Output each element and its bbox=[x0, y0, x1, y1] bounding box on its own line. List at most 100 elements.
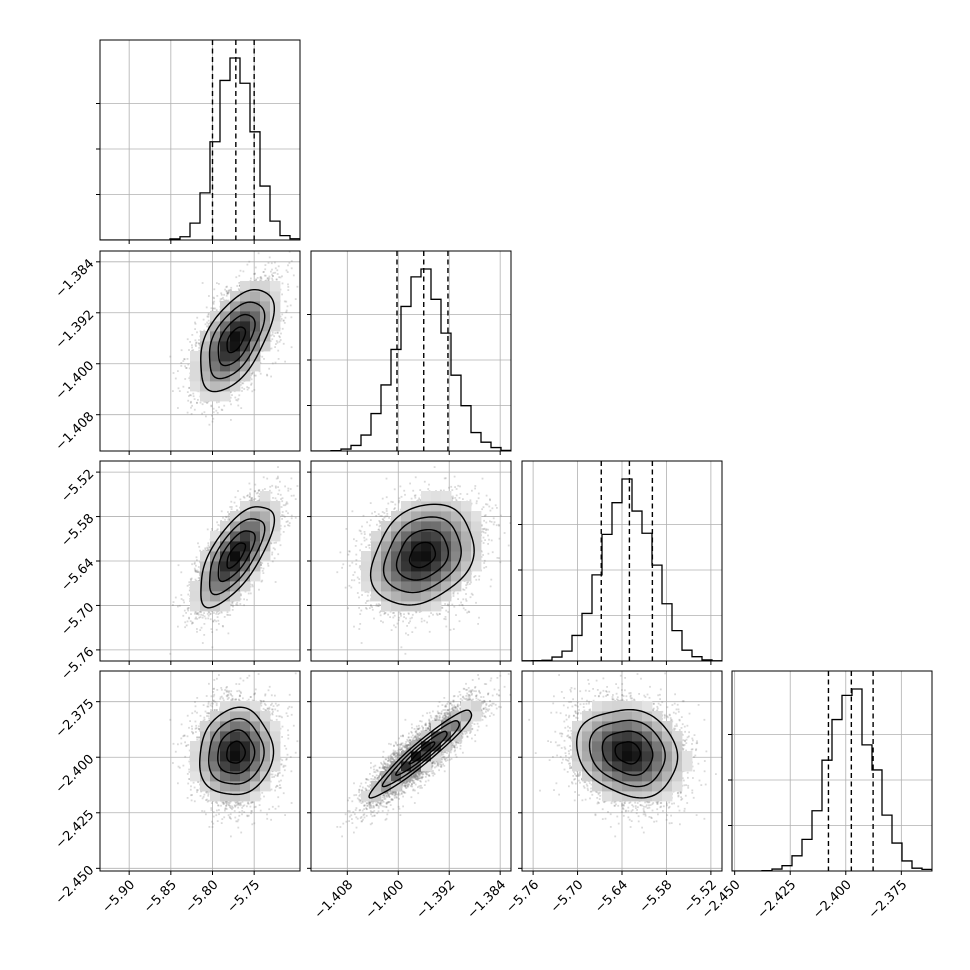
sample-point bbox=[213, 297, 215, 300]
sample-point bbox=[255, 278, 257, 281]
sample-point bbox=[271, 333, 274, 336]
sample-point bbox=[213, 288, 216, 291]
sample-point bbox=[242, 382, 245, 385]
sample-point bbox=[281, 275, 283, 278]
sample-point bbox=[285, 309, 288, 312]
sample-point bbox=[270, 270, 272, 273]
sample-point bbox=[270, 334, 272, 337]
sample-point bbox=[275, 343, 277, 345]
sample-point bbox=[207, 312, 210, 315]
sample-point bbox=[191, 334, 194, 336]
sample-point bbox=[186, 391, 189, 393]
sample-point bbox=[189, 341, 191, 343]
sample-point bbox=[203, 411, 206, 414]
sample-point bbox=[249, 280, 252, 282]
sample-point bbox=[247, 387, 250, 389]
sample-point bbox=[209, 329, 211, 332]
sample-point bbox=[206, 321, 208, 324]
sample-point bbox=[276, 341, 279, 344]
sample-point bbox=[237, 404, 240, 407]
sample-point bbox=[283, 300, 286, 303]
sample-point bbox=[279, 288, 282, 291]
sample-point bbox=[189, 401, 192, 404]
sample-point bbox=[227, 290, 230, 292]
sample-point bbox=[271, 338, 274, 341]
sample-point bbox=[169, 355, 172, 358]
sample-point bbox=[279, 319, 282, 322]
sample-point bbox=[255, 279, 258, 282]
sample-point bbox=[207, 323, 210, 325]
sample-point bbox=[271, 277, 273, 280]
sample-point bbox=[212, 407, 215, 410]
sample-point bbox=[230, 419, 232, 421]
sample-point bbox=[270, 375, 272, 378]
sample-point bbox=[201, 282, 204, 284]
sample-point bbox=[235, 276, 238, 279]
sample-point bbox=[198, 342, 200, 345]
histogram-panel-p4 bbox=[728, 670, 933, 875]
sample-point bbox=[223, 404, 226, 407]
plot-area bbox=[169, 251, 299, 426]
sample-point bbox=[191, 349, 193, 352]
sample-point bbox=[188, 395, 190, 397]
sample-point bbox=[238, 285, 241, 287]
sample-point bbox=[272, 275, 274, 277]
sample-point bbox=[211, 414, 213, 417]
sample-point bbox=[214, 307, 217, 310]
sample-point bbox=[259, 372, 262, 375]
sample-point bbox=[238, 289, 241, 292]
sample-point bbox=[268, 256, 271, 259]
sample-point bbox=[264, 274, 267, 277]
sample-point bbox=[177, 387, 180, 390]
sample-point bbox=[270, 347, 273, 350]
sample-point bbox=[190, 400, 192, 403]
sample-point bbox=[228, 289, 230, 292]
sample-point bbox=[226, 285, 228, 288]
sample-point bbox=[275, 278, 278, 281]
sample-point bbox=[185, 367, 187, 369]
sample-point bbox=[281, 293, 283, 296]
sample-point bbox=[196, 402, 198, 404]
sample-point bbox=[294, 298, 297, 300]
sample-point bbox=[242, 270, 245, 273]
sample-point bbox=[265, 279, 268, 282]
sample-point bbox=[195, 342, 198, 344]
sample-point bbox=[186, 411, 189, 414]
histogram-panel-p1 bbox=[96, 39, 301, 244]
histogram-step-p3 bbox=[522, 478, 722, 661]
sample-point bbox=[276, 331, 279, 334]
sample-point bbox=[246, 386, 249, 388]
sample-point bbox=[287, 264, 289, 267]
scatter-panel-p1-p2 bbox=[96, 250, 301, 455]
sample-point bbox=[287, 286, 290, 288]
sample-point bbox=[227, 291, 230, 294]
sample-point bbox=[190, 406, 192, 409]
sample-point bbox=[266, 374, 269, 377]
sample-point bbox=[187, 363, 190, 366]
sample-point bbox=[212, 307, 215, 310]
sample-point bbox=[230, 286, 233, 289]
sample-point bbox=[213, 300, 216, 303]
sample-point bbox=[266, 277, 269, 280]
sample-point bbox=[236, 285, 239, 287]
sample-point bbox=[267, 279, 270, 281]
sample-point bbox=[208, 327, 211, 330]
sample-point bbox=[210, 307, 213, 310]
sample-point bbox=[207, 313, 210, 316]
sample-point bbox=[286, 271, 289, 273]
sample-point bbox=[278, 335, 281, 338]
sample-point bbox=[191, 344, 193, 347]
sample-point bbox=[208, 322, 211, 325]
sample-point bbox=[290, 267, 293, 270]
sample-point bbox=[222, 298, 225, 301]
sample-point bbox=[275, 340, 278, 342]
sample-point bbox=[230, 391, 232, 393]
sample-point bbox=[206, 325, 208, 328]
sample-point bbox=[250, 378, 253, 381]
sample-point bbox=[203, 400, 206, 403]
sample-point bbox=[279, 276, 282, 279]
sample-point bbox=[206, 402, 208, 404]
sample-point bbox=[193, 408, 196, 411]
sample-point bbox=[202, 318, 205, 321]
sample-point bbox=[211, 420, 214, 423]
